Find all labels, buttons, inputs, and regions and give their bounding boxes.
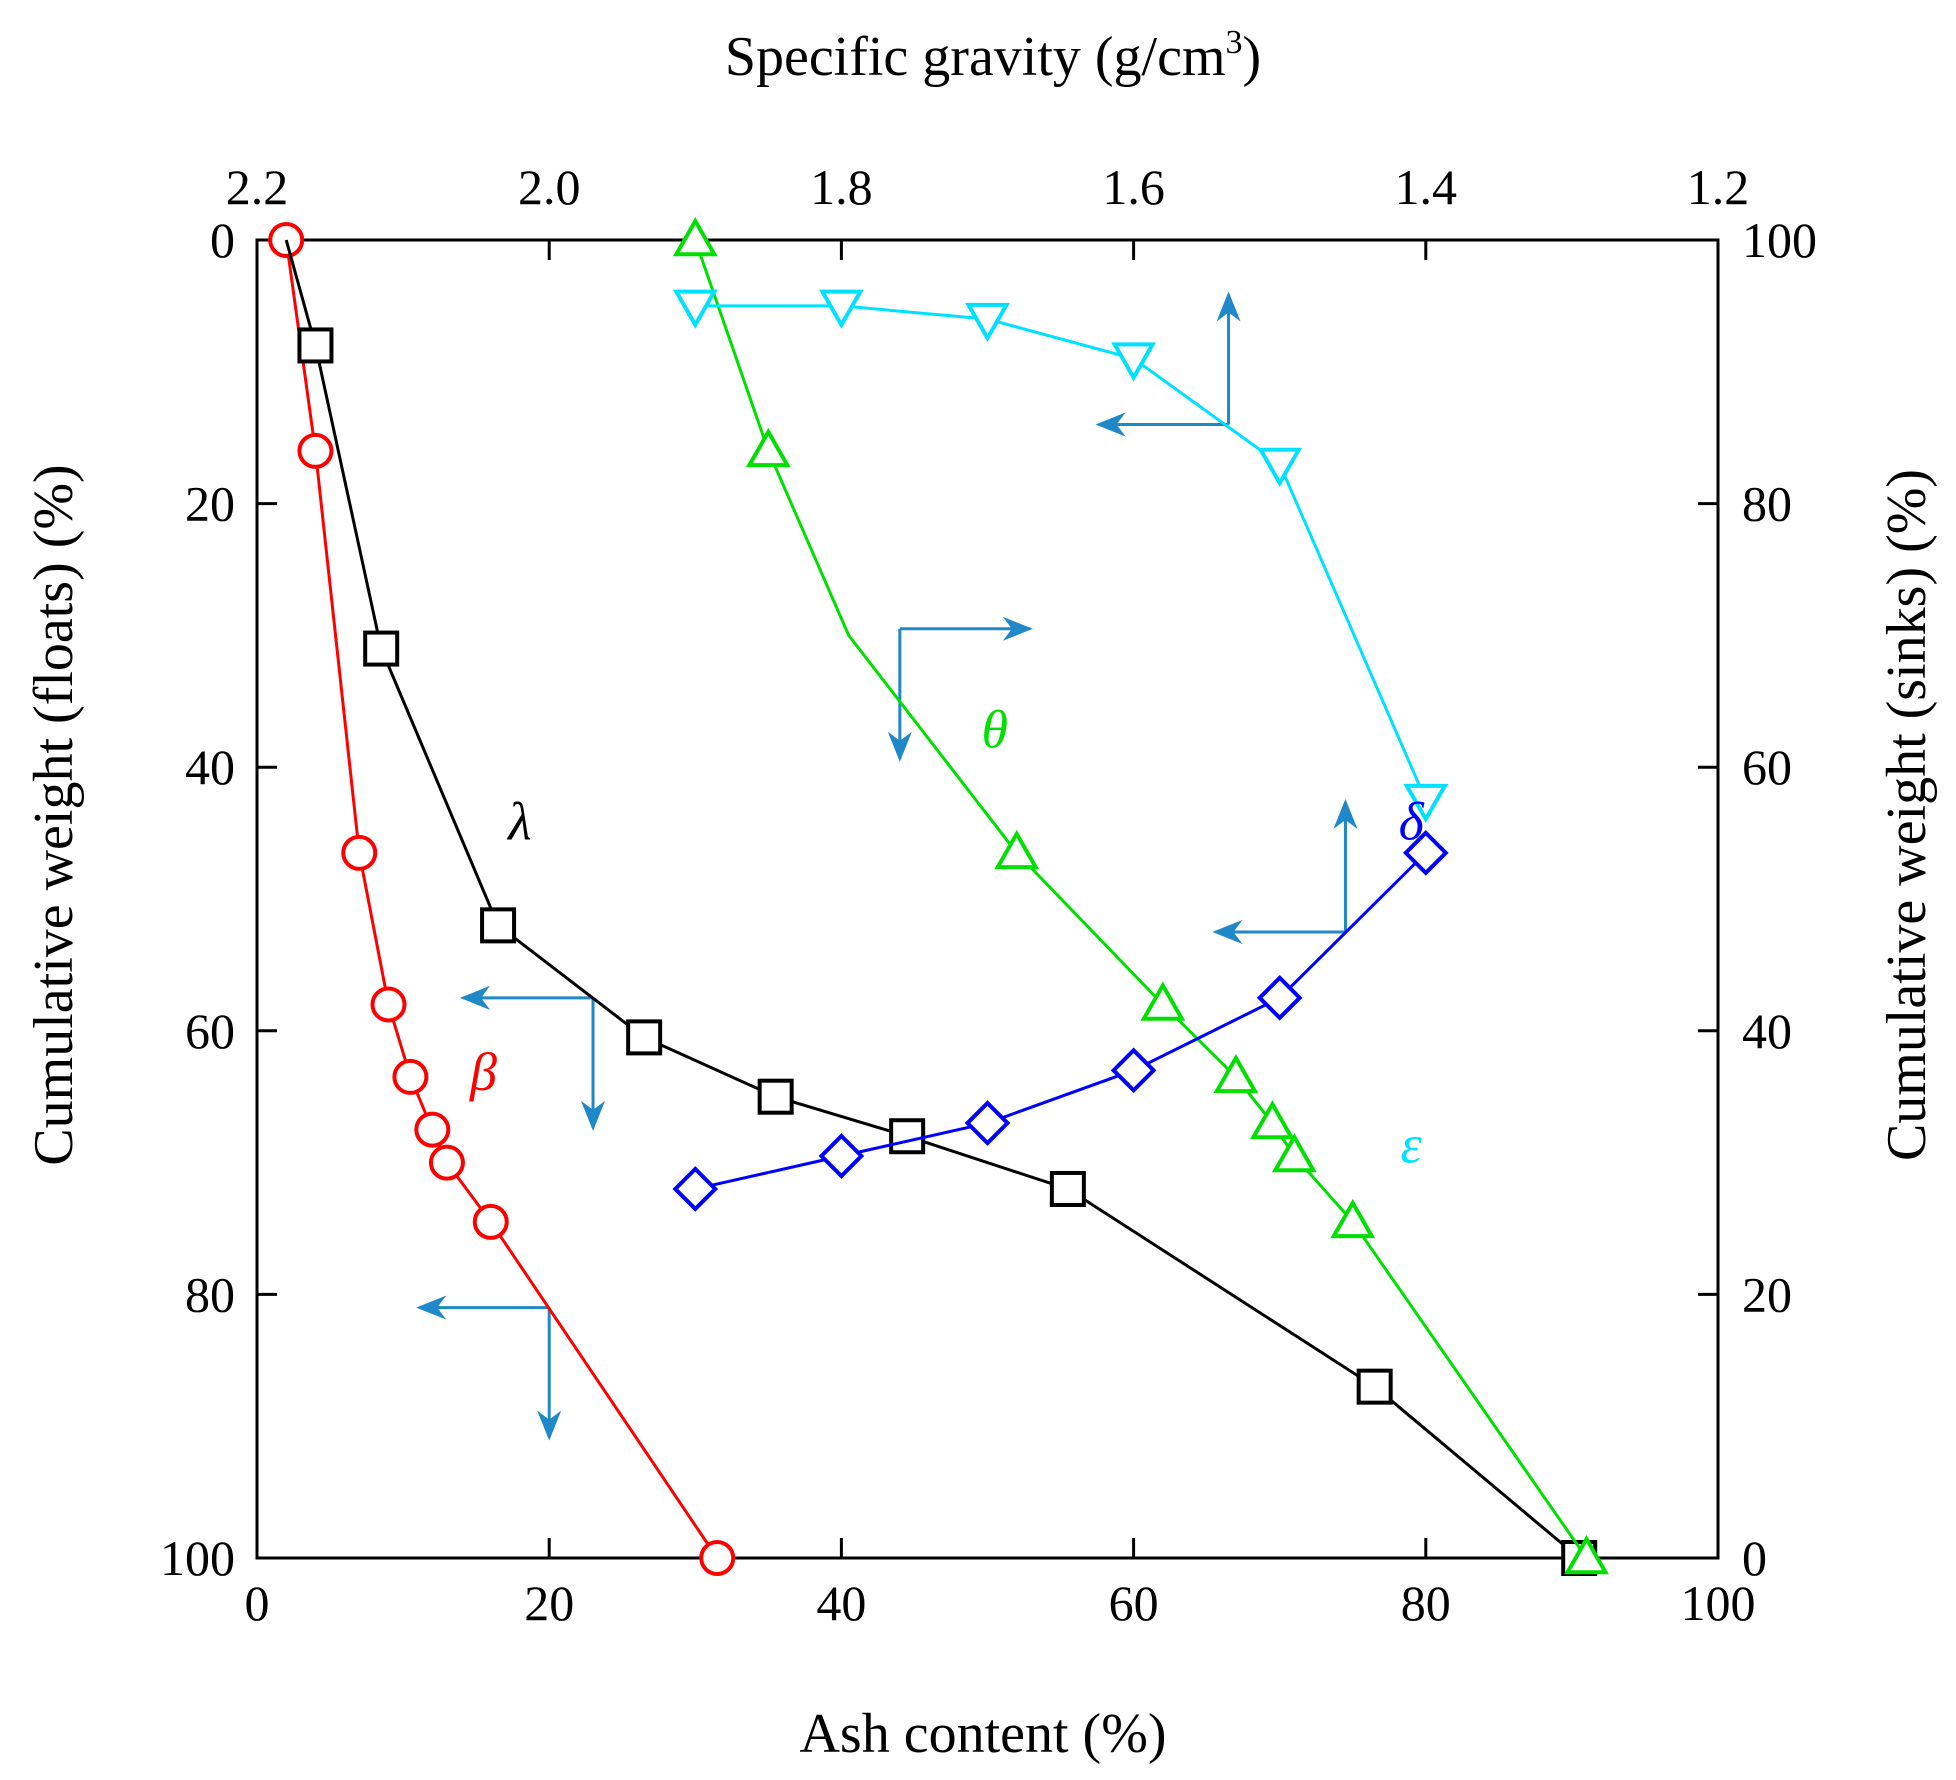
x2-tick-label: 1.6 (1102, 159, 1165, 215)
y-left-tick-label: 80 (185, 1266, 235, 1322)
theta-point (745, 427, 791, 468)
beta-point (370, 986, 407, 1023)
delta-point (1256, 975, 1303, 1021)
beta-series: β (268, 222, 736, 1576)
beta-line (284, 239, 719, 1559)
x-tick-label: 40 (816, 1575, 866, 1631)
lambda-line (284, 239, 1581, 1560)
x2-axis-title-main: Specific gravity (g/cm (725, 26, 1226, 88)
beta-point (297, 432, 334, 469)
lambda-point (1049, 1170, 1086, 1207)
axis-direction-indicators (416, 291, 1358, 1441)
x2-axis-title: Specific gravity (g/cm3) (725, 24, 1261, 88)
delta-point (818, 1133, 865, 1179)
theta-point (1564, 1534, 1609, 1575)
theta-series: θ (672, 216, 1609, 1575)
series-group: β λ θ ε δ (268, 216, 1609, 1576)
x-tick-label: 60 (1109, 1575, 1159, 1631)
lambda-point (363, 630, 400, 667)
x-tick-label: 100 (1681, 1575, 1756, 1631)
beta-point (414, 1111, 451, 1148)
theta-point (1330, 1198, 1376, 1239)
y-axis-left-title: Cumulative weight (floats) (%) (23, 464, 85, 1165)
epsilon-series-label: ε (1401, 1115, 1423, 1175)
delta-series-label: δ (1399, 792, 1425, 852)
y-left-tick-label: 40 (185, 739, 235, 795)
y-axis-right-title: Cumulative weight (sinks) (%) (1876, 469, 1938, 1161)
delta-line (694, 851, 1427, 1191)
axis-titles: Ash content (%) Cumulative weight (float… (23, 24, 1938, 1765)
epsilon-point (1111, 342, 1157, 382)
epsilon-point (965, 302, 1010, 343)
theta-point (994, 829, 1040, 870)
y-left-tick-label: 0 (210, 212, 235, 268)
plot-frame (255, 238, 1720, 1560)
axes-group: 0 20 40 60 80 100 2.2 2.0 1.8 1.6 1.4 1.2 0 20 40 60 80 1… (160, 159, 1817, 1631)
epsilon-point (672, 289, 718, 329)
y-right-tick-label: 20 (1742, 1266, 1792, 1322)
y-left-tick-label: 100 (160, 1530, 235, 1586)
beta-point (428, 1144, 465, 1181)
x2-axis-title-end: ) (1243, 26, 1262, 88)
x-tick-label: 0 (245, 1575, 270, 1631)
beta-point (699, 1540, 736, 1576)
y-right-tick-label: 40 (1742, 1003, 1792, 1059)
lambda-point (297, 327, 334, 364)
x2-tick-label: 1.4 (1395, 159, 1458, 215)
x2-tick-label: 1.2 (1687, 159, 1750, 215)
lambda-point (889, 1118, 926, 1155)
delta-point (1110, 1047, 1157, 1094)
epsilon-point (818, 289, 864, 329)
epsilon-series: ε (672, 289, 1449, 1175)
lambda-series-label: λ (506, 792, 531, 852)
lambda-series: λ (284, 239, 1598, 1576)
x2-axis-title-sup: 3 (1226, 24, 1243, 61)
theta-point (1213, 1053, 1259, 1094)
x2-tick-label: 2.0 (518, 159, 581, 215)
lambda-point (757, 1078, 794, 1115)
x-axis-title: Ash content (%) (799, 1703, 1166, 1765)
theta-line (693, 239, 1588, 1559)
theta-series-label: θ (982, 699, 1009, 759)
theta-point (672, 216, 718, 257)
epsilon-point (1257, 447, 1303, 488)
y-left-tick-label: 20 (185, 476, 235, 532)
lambda-point (1356, 1368, 1393, 1405)
delta-point (1402, 830, 1449, 876)
delta-series: δ (672, 792, 1449, 1212)
beta-point (472, 1203, 509, 1240)
lambda-point (626, 1019, 663, 1056)
y-right-tick-label: 100 (1742, 212, 1817, 268)
y-right-tick-label: 0 (1742, 1530, 1767, 1586)
beta-series-label: β (469, 1042, 497, 1102)
epsilon-point (1403, 783, 1449, 824)
theta-point (1140, 981, 1186, 1021)
x2-tick-label: 1.8 (810, 159, 873, 215)
y-right-tick-label: 60 (1742, 739, 1792, 795)
delta-point (964, 1100, 1011, 1146)
x-tick-label: 80 (1401, 1575, 1451, 1631)
epsilon-line (695, 304, 1428, 801)
y-left-tick-label: 60 (185, 1003, 235, 1059)
lambda-point (480, 907, 517, 944)
x-tick-label: 20 (524, 1575, 574, 1631)
beta-point (341, 834, 378, 871)
theta-point (1271, 1132, 1317, 1173)
delta-point (672, 1166, 719, 1212)
y-right-tick-label: 80 (1742, 476, 1792, 532)
beta-point (392, 1058, 429, 1095)
x2-tick-label: 2.2 (226, 159, 289, 215)
theta-point (1249, 1100, 1295, 1140)
